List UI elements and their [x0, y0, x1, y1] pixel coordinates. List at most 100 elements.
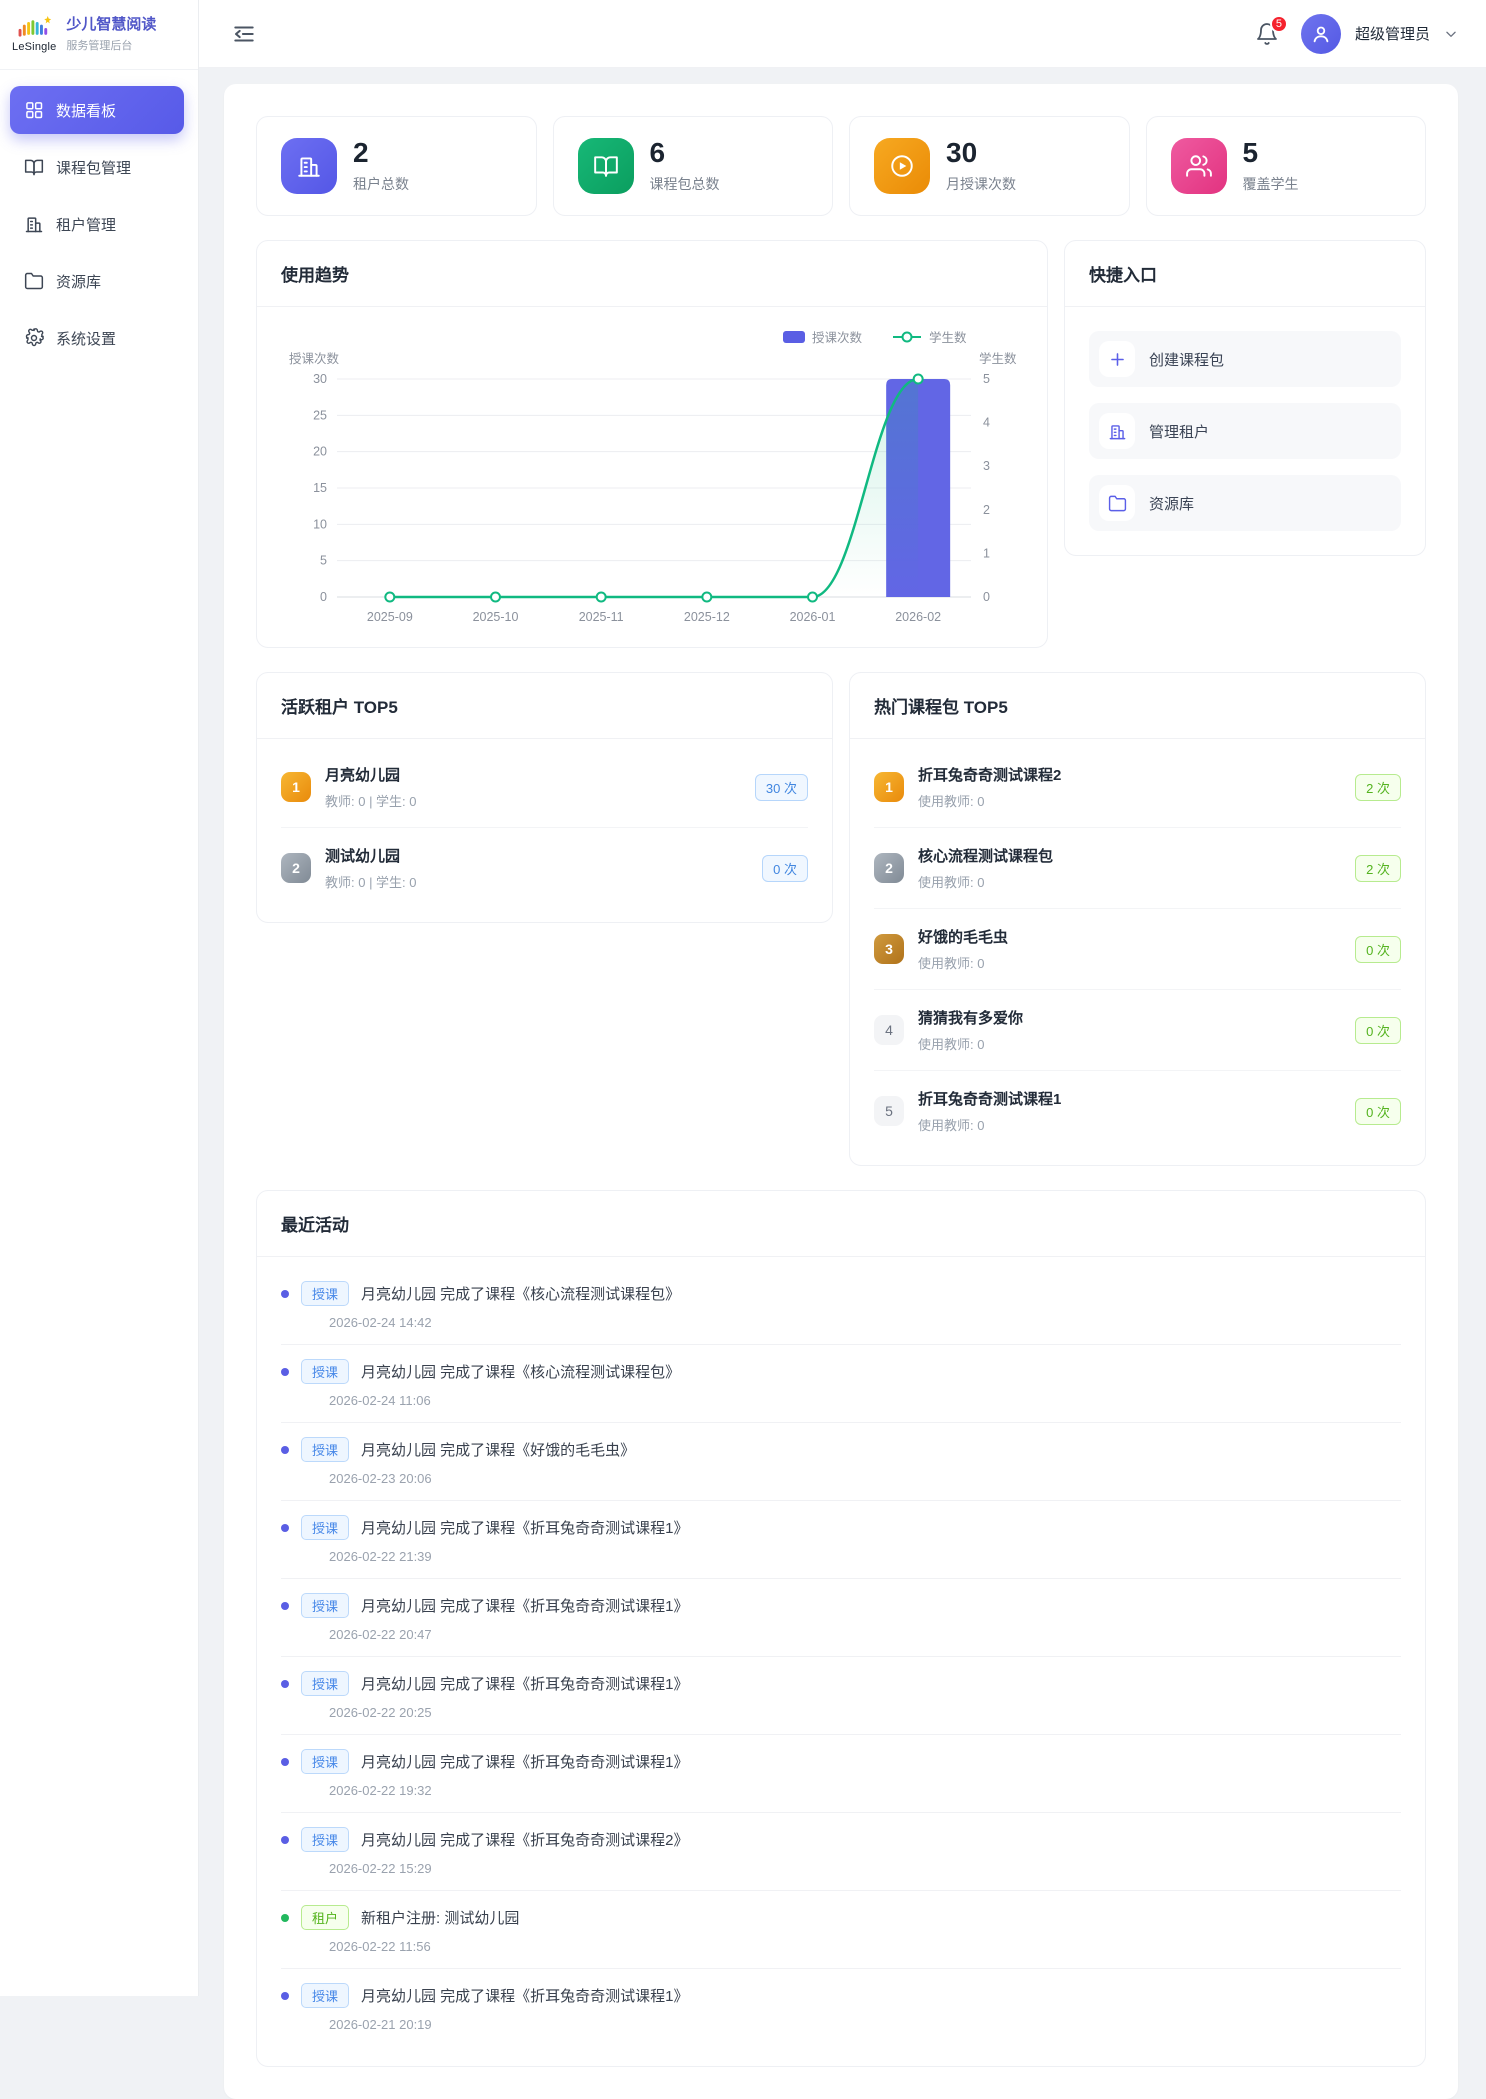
package-rank-row[interactable]: 3 好饿的毛毛虫 使用教师: 0 0 次 — [874, 909, 1401, 990]
plus-icon — [1099, 341, 1135, 377]
sidebar-item-label: 资源库 — [56, 273, 102, 291]
sidebar-item-resources[interactable]: 资源库 — [10, 257, 184, 305]
activity-time: 2026-02-22 15:29 — [329, 1861, 432, 1876]
user-name[interactable]: 超级管理员 — [1354, 26, 1430, 43]
card-title: 使用趋势 — [281, 266, 349, 285]
activity-text: 月亮幼儿园 完成了课程《折耳兔奇奇测试课程1》 — [361, 1754, 689, 1771]
main-content: 2 租户总数 6 课程包总数 — [199, 68, 1486, 2099]
activity-dot — [281, 1523, 289, 1532]
rank-badge: 5 — [874, 1096, 904, 1126]
book-icon — [24, 159, 44, 176]
sidebar-collapse-button[interactable] — [231, 21, 257, 47]
tenant-meta: 教师: 0 | 学生: 0 — [325, 875, 417, 890]
card-title: 最近活动 — [281, 1216, 349, 1235]
activity-dot — [281, 1835, 289, 1844]
card-title: 快捷入口 — [1089, 266, 1157, 285]
dashboard-panel: 2 租户总数 6 课程包总数 — [224, 84, 1458, 2099]
topbar: 5 超级管理员 — [199, 0, 1486, 68]
play-icon — [891, 155, 913, 177]
recent-activity-card: 最近活动 授课 月亮幼儿园 完成了课程《核心流程测试课程包》 2026-02-2… — [256, 1190, 1426, 2067]
sidebar-item-course-packages[interactable]: 课程包管理 — [10, 143, 184, 191]
stat-icon-tile — [577, 138, 634, 194]
star-icon — [44, 16, 52, 24]
activity-row: 授课 月亮幼儿园 完成了课程《核心流程测试课程包》 2026-02-24 14:… — [281, 1267, 1401, 1345]
notification-bell[interactable]: 5 — [1255, 14, 1288, 46]
rank-badge: 4 — [874, 1015, 904, 1045]
app-subtitle: 服务管理后台 — [66, 40, 133, 52]
activity-row: 授课 月亮幼儿园 完成了课程《核心流程测试课程包》 2026-02-24 11:… — [281, 1345, 1401, 1423]
card-title: 活跃租户 TOP5 — [281, 698, 398, 717]
tenant-rank-row[interactable]: 1 月亮幼儿园 教师: 0 | 学生: 0 30 次 — [281, 747, 808, 828]
stat-card-tenants: 2 租户总数 — [256, 116, 537, 216]
brand-logo: LeSingle 少儿智慧阅读 服务管理后台 — [0, 0, 198, 70]
logo-mark: LeSingle — [12, 16, 56, 53]
activity-text: 月亮幼儿园 完成了课程《好饿的毛毛虫》 — [361, 1442, 636, 1459]
svg-text:2: 2 — [983, 503, 990, 517]
sidebar-item-settings[interactable]: 系统设置 — [10, 314, 184, 362]
activity-row: 授课 月亮幼儿园 完成了课程《折耳兔奇奇测试课程2》 2026-02-22 15… — [281, 1813, 1401, 1891]
activity-type-badge: 授课 — [301, 1593, 350, 1618]
activity-text: 月亮幼儿园 完成了课程《折耳兔奇奇测试课程1》 — [361, 1520, 689, 1537]
svg-text:授课次数: 授课次数 — [812, 330, 863, 345]
gear-icon — [25, 328, 44, 347]
activity-text: 月亮幼儿园 完成了课程《折耳兔奇奇测试课程2》 — [361, 1832, 689, 1849]
quick-item-manage-tenants[interactable]: 管理租户 — [1089, 403, 1401, 459]
avatar[interactable] — [1300, 13, 1341, 54]
user-icon — [1313, 26, 1329, 42]
package-rank-row[interactable]: 5 折耳兔奇奇测试课程1 使用教师: 0 0 次 — [874, 1071, 1401, 1151]
svg-text:10: 10 — [313, 517, 327, 531]
svg-text:5: 5 — [983, 372, 990, 386]
quick-item-resources[interactable]: 资源库 — [1089, 475, 1401, 531]
sidebar-menu: 数据看板 课程包管理 租户管理 资源库 系统设置 — [0, 70, 198, 362]
svg-text:1: 1 — [983, 546, 990, 560]
tenant-name: 月亮幼儿园 — [325, 767, 401, 784]
svg-text:2025-09: 2025-09 — [367, 610, 413, 624]
activity-time: 2026-02-22 11:56 — [329, 1939, 431, 1954]
svg-text:30: 30 — [313, 372, 327, 386]
app-title: 少儿智慧阅读 — [66, 16, 157, 33]
card-header: 热门课程包 TOP5 — [850, 673, 1425, 739]
quick-item-label: 管理租户 — [1149, 423, 1210, 441]
activity-row: 租户 新租户注册: 测试幼儿园 2026-02-22 11:56 — [281, 1891, 1401, 1969]
bell-icon — [1257, 22, 1277, 45]
chevron-down-icon[interactable] — [1444, 27, 1458, 41]
activity-time: 2026-02-24 11:06 — [329, 1393, 431, 1408]
stat-label: 覆盖学生 — [1242, 176, 1299, 193]
quick-item-label: 资源库 — [1149, 495, 1195, 513]
quick-item-create-package[interactable]: 创建课程包 — [1089, 331, 1401, 387]
notification-badge: 5 — [1269, 14, 1288, 33]
sidebar-item-label: 系统设置 — [56, 330, 117, 348]
svg-text:20: 20 — [313, 445, 327, 459]
tenant-rank-row[interactable]: 2 测试幼儿园 教师: 0 | 学生: 0 0 次 — [281, 828, 808, 908]
rank-badge: 1 — [281, 772, 311, 802]
svg-text:2025-12: 2025-12 — [684, 610, 730, 624]
sidebar: LeSingle 少儿智慧阅读 服务管理后台 数据看板 课程包管理 租户 — [0, 0, 199, 1996]
svg-text:学生数: 学生数 — [929, 330, 967, 345]
stat-card-packages: 6 课程包总数 — [552, 116, 833, 216]
activity-row: 授课 月亮幼儿园 完成了课程《折耳兔奇奇测试课程1》 2026-02-21 20… — [281, 1969, 1401, 2046]
stat-card-students: 5 覆盖学生 — [1145, 116, 1426, 216]
stat-value: 2 — [353, 136, 369, 168]
svg-text:3: 3 — [983, 459, 990, 473]
stat-label: 租户总数 — [353, 176, 409, 193]
sidebar-item-dashboard[interactable]: 数据看板 — [10, 86, 184, 134]
package-rank-row[interactable]: 1 折耳兔奇奇测试课程2 使用教师: 0 2 次 — [874, 747, 1401, 828]
rank-badge: 2 — [874, 853, 904, 883]
package-name: 折耳兔奇奇测试课程1 — [918, 1091, 1062, 1108]
trend-chart: 0 5 10 15 20 25 30 0 1 2 3 4 5 授课次数 学生数 2025-09 2025-10 2… — [257, 307, 1047, 647]
package-rank-row[interactable]: 2 核心流程测试课程包 使用教师: 0 2 次 — [874, 828, 1401, 909]
sidebar-item-tenants[interactable]: 租户管理 — [10, 200, 184, 248]
stat-label: 月授课次数 — [946, 176, 1016, 193]
use-count-badge: 0 次 — [1355, 1016, 1401, 1044]
folder-icon — [1099, 485, 1135, 521]
activity-text: 月亮幼儿园 完成了课程《折耳兔奇奇测试课程1》 — [361, 1598, 689, 1615]
activity-dot — [281, 1445, 289, 1454]
activity-row: 授课 月亮幼儿园 完成了课程《折耳兔奇奇测试课程1》 2026-02-22 19… — [281, 1735, 1401, 1813]
activity-type-badge: 授课 — [301, 1359, 350, 1384]
package-rank-row[interactable]: 4 猜猜我有多爱你 使用教师: 0 0 次 — [874, 990, 1401, 1071]
rank-badge: 2 — [281, 853, 311, 883]
rank-badge: 1 — [874, 772, 904, 802]
package-meta: 使用教师: 0 — [918, 875, 985, 890]
package-meta: 使用教师: 0 — [918, 1037, 985, 1052]
